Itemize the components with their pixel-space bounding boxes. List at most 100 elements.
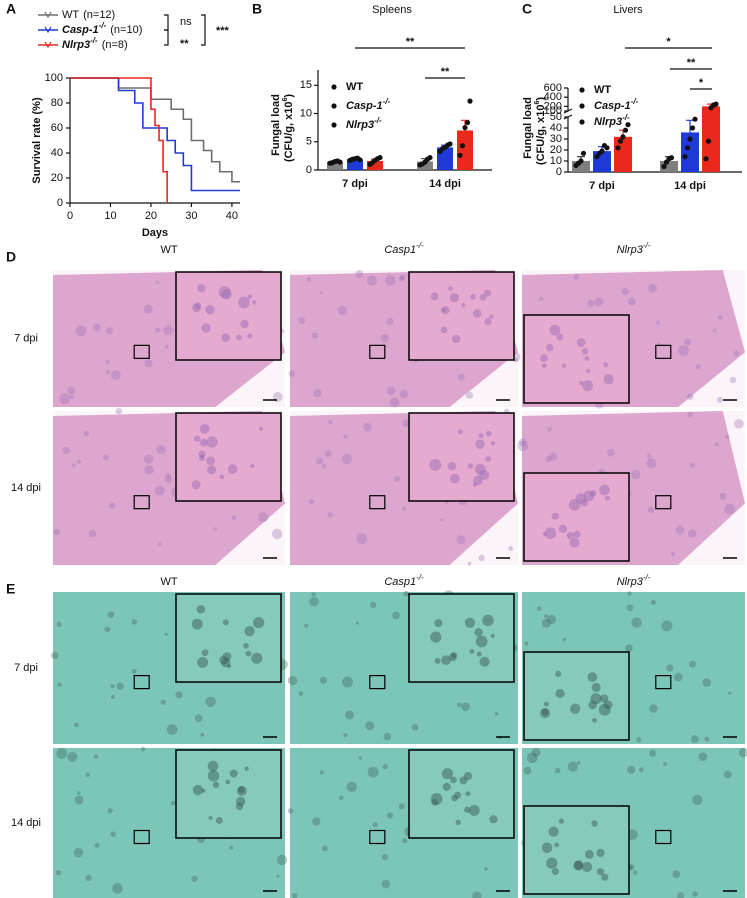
legend-marker xyxy=(331,84,337,90)
inset-texture xyxy=(599,484,610,496)
panel-label: E xyxy=(6,581,15,597)
text-part: 6 xyxy=(534,101,541,105)
significance-label: ** xyxy=(687,57,696,69)
inset-texture xyxy=(430,631,442,643)
texture xyxy=(213,527,218,531)
texture xyxy=(398,275,405,282)
data-point xyxy=(467,98,473,104)
significance-label: ** xyxy=(180,38,189,50)
texture xyxy=(456,702,462,708)
texture xyxy=(319,676,328,685)
texture xyxy=(346,781,357,792)
text-part: WT xyxy=(160,244,177,256)
texture xyxy=(461,702,470,712)
inset-texture xyxy=(489,815,498,824)
x-tick-label: 14 dpi xyxy=(674,180,706,192)
inset xyxy=(523,651,630,741)
texture xyxy=(383,732,392,741)
inset-texture xyxy=(442,782,451,792)
significance-label: ** xyxy=(441,66,450,78)
inset-texture xyxy=(551,512,559,520)
texture xyxy=(648,283,657,293)
text-part: WT xyxy=(346,81,363,93)
text-part: Nlrp3 xyxy=(62,39,90,51)
texture xyxy=(621,288,629,295)
text-part: -/- xyxy=(383,97,391,106)
texture xyxy=(678,345,689,356)
texture xyxy=(51,651,59,660)
texture xyxy=(403,590,410,597)
inset-texture xyxy=(546,857,558,869)
texture xyxy=(194,714,203,723)
texture xyxy=(321,463,327,469)
texture xyxy=(698,752,708,761)
inset-texture xyxy=(201,649,209,656)
text-part: ) xyxy=(283,94,295,98)
y-axis-title: Fungal load(CFU/g, x106) xyxy=(270,94,295,162)
texture xyxy=(389,397,400,408)
inset xyxy=(175,412,282,502)
texture xyxy=(288,370,296,377)
inset-texture xyxy=(472,309,482,318)
zoom-box xyxy=(655,829,672,845)
texture xyxy=(154,485,165,496)
y-tick-label: 0 xyxy=(306,164,312,176)
inset-texture xyxy=(601,873,609,881)
inset-texture xyxy=(540,354,548,363)
texture xyxy=(116,682,124,690)
inset-texture xyxy=(247,294,253,299)
inset-texture xyxy=(478,469,490,481)
texture xyxy=(411,723,419,731)
panel-label: A xyxy=(6,1,16,17)
inset-texture xyxy=(434,657,441,664)
texture xyxy=(402,506,407,511)
inset-texture xyxy=(490,441,496,446)
x-tick-label: 7 dpi xyxy=(342,178,368,190)
texture xyxy=(625,644,633,652)
texture xyxy=(319,291,323,295)
data-point xyxy=(462,125,468,131)
row-label: 14 dpi xyxy=(11,817,41,829)
texture xyxy=(663,762,668,767)
texture xyxy=(692,794,703,806)
inset-texture xyxy=(243,643,249,649)
inset xyxy=(175,271,282,361)
inset xyxy=(408,412,515,502)
texture xyxy=(636,737,642,743)
inset-texture xyxy=(570,703,581,714)
texture xyxy=(140,746,146,752)
texture xyxy=(105,369,110,374)
bar xyxy=(593,151,611,172)
inset-texture xyxy=(582,380,594,392)
significance-bracket xyxy=(164,14,169,31)
inset-texture xyxy=(250,463,255,468)
data-point xyxy=(578,158,584,164)
inset xyxy=(175,749,282,839)
texture xyxy=(56,747,68,759)
texture xyxy=(73,847,84,858)
texture xyxy=(365,721,375,731)
zoom-box xyxy=(133,344,150,359)
data-point xyxy=(377,154,383,161)
x-tick-label: 30 xyxy=(185,210,197,222)
texture xyxy=(478,554,485,562)
text-part: ) xyxy=(535,97,547,101)
inset xyxy=(523,314,630,404)
zoom-box xyxy=(655,495,672,510)
data-point xyxy=(661,163,667,170)
texture xyxy=(687,529,697,538)
inset-texture xyxy=(199,438,208,447)
bar xyxy=(660,161,678,172)
texture xyxy=(508,546,514,552)
survival-line xyxy=(70,77,240,183)
inset-texture xyxy=(219,474,225,480)
inset-texture xyxy=(468,804,480,816)
data-point xyxy=(337,159,343,165)
x-tick-label: 0 xyxy=(67,210,73,222)
texture xyxy=(112,883,123,894)
texture xyxy=(55,869,62,876)
texture xyxy=(103,454,110,461)
texture xyxy=(630,469,641,480)
texture xyxy=(309,596,319,607)
legend-label: WT xyxy=(346,81,363,93)
